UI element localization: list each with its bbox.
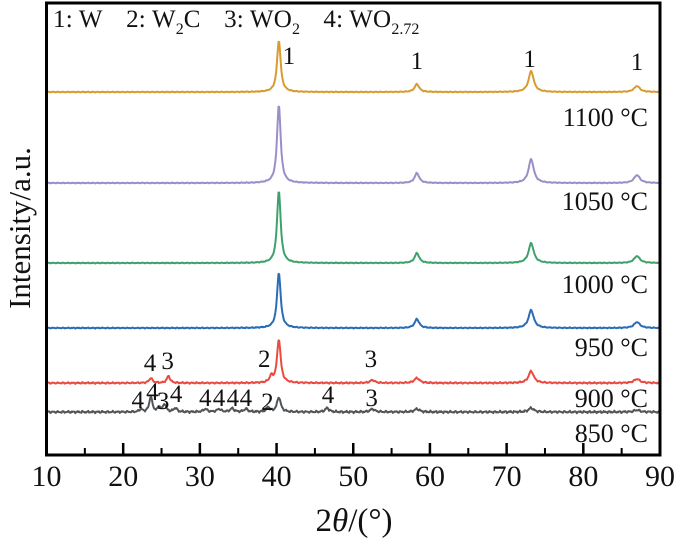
legend-item-wo272: 4: WO2.72 [323,6,420,38]
peak-label-3: 3 [365,385,378,412]
trace-1100C [47,40,660,94]
trace-900C [47,339,660,385]
series-label-950C: 950 °C [574,333,648,362]
axes [45,1,662,457]
trace-950C [47,273,660,330]
peak-label-4: 4 [143,350,157,377]
peak-label-3: 3 [156,388,170,415]
peak-label-3: 3 [364,346,378,373]
legend-item-wo2: 3: WO2 [224,6,300,38]
x-tick-label-70: 70 [491,460,522,493]
y-axis-title: Intensity/a.u. [2,147,37,309]
peak-label-4: 4 [146,379,159,406]
series-label-1000C: 1000 °C [561,270,648,299]
series-label-850C: 850 °C [574,419,648,448]
x-tick-label-80: 80 [568,460,599,493]
peak-label-4: 4 [239,385,253,412]
phase-legend: 1: W 2: W2C 3: WO2 4: WO2.72 [53,6,436,39]
peak-label-4: 4 [226,385,240,412]
legend-item-w2c: 2: W2C [126,6,201,38]
x-tick-label-60: 60 [414,460,445,493]
peak-label-4: 4 [169,381,183,408]
xrd-traces [47,40,660,415]
x-tick-label-10: 10 [31,460,62,493]
peak-label-2: 2 [258,346,271,373]
x-tick-label-90: 90 [645,460,675,493]
trace-850C [47,395,660,415]
peak-label-3: 3 [161,348,174,375]
x-tick-label-30: 30 [184,460,215,493]
x-tick-label-50: 50 [338,460,369,493]
series-label-1100C: 1100 °C [562,103,648,132]
x-tick-label-20: 20 [108,460,139,493]
peak-label-4: 4 [198,385,212,412]
peak-label-4: 4 [131,387,145,414]
peak-label-1: 1 [282,43,296,70]
peak-label-1: 1 [410,48,424,75]
trace-1050C [47,105,660,185]
x-axis-title: 2θ/(°) [315,503,393,539]
peak-label-1: 1 [630,49,644,76]
x-tick-label-40: 40 [261,460,292,493]
peak-label-1: 1 [523,46,536,73]
series-label-1050C: 1050 °C [561,187,648,216]
trace-1000C [47,191,660,265]
legend-item-w: 1: W [53,6,103,33]
peak-label-4: 4 [321,382,335,409]
peak-label-4: 4 [212,385,226,412]
series-label-900C: 900 °C [574,384,648,413]
peak-label-2: 2 [261,389,274,416]
